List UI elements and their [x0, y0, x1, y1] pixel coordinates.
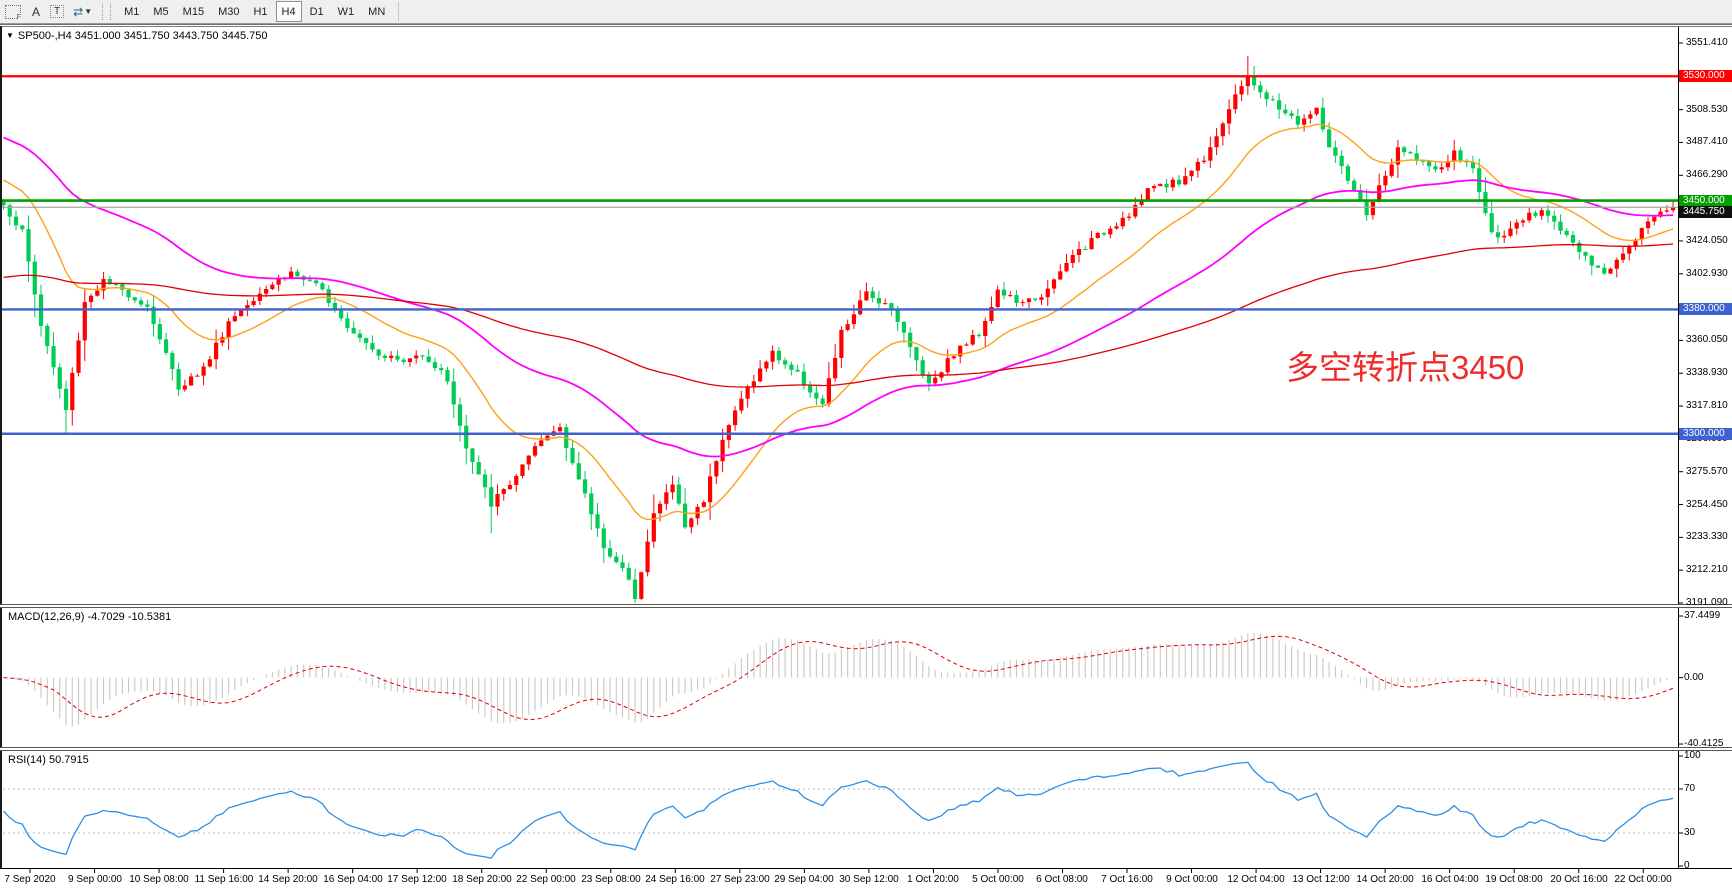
chart-mode-icon[interactable]: F — [5, 4, 21, 21]
crosshair-arrows-icon[interactable]: ⇄ — [73, 4, 84, 19]
dropdown-caret-icon[interactable]: ▼ — [84, 7, 93, 16]
text-label-tool-button[interactable]: T — [50, 5, 65, 18]
toolbar-grip[interactable] — [102, 3, 112, 20]
timeframe-h4-button[interactable]: H4 — [275, 1, 302, 22]
timeframe-d1-button[interactable]: D1 — [309, 5, 324, 18]
timeframe-m5-button[interactable]: M5 — [153, 5, 169, 18]
chart-mode-icon-label: F — [16, 13, 21, 21]
timeframe-button-group: M1 M5 M15 M30 H1 H4 D1 W1 MN — [117, 1, 392, 22]
annotate-text-button[interactable]: A — [32, 4, 41, 19]
top-toolbar: F A T ⇄ ▼ M1 M5 M15 M30 H1 H4 D1 W1 MN — [0, 0, 1732, 24]
toolbar-separator — [398, 2, 400, 21]
timeframe-m30-button[interactable]: M30 — [218, 5, 240, 18]
timeframe-mn-button[interactable]: MN — [368, 5, 386, 18]
timeframe-h1-button[interactable]: H1 — [253, 5, 268, 18]
timeframe-w1-button[interactable]: W1 — [337, 5, 355, 18]
timeframe-m1-button[interactable]: M1 — [124, 5, 140, 18]
timeframe-m15-button[interactable]: M15 — [182, 5, 205, 18]
